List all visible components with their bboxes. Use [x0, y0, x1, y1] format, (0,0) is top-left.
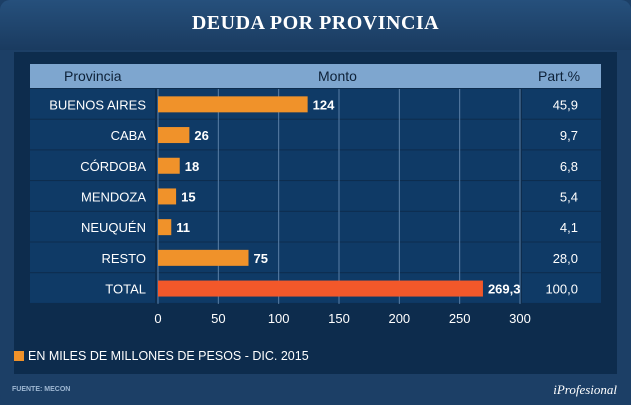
header-band — [0, 0, 631, 50]
part-pct-value: 4,1 — [560, 220, 578, 235]
table-row-bg — [30, 181, 601, 211]
x-tick-label: 150 — [328, 311, 350, 326]
part-pct-value: 6,8 — [560, 159, 578, 174]
table-row-bg — [30, 150, 601, 181]
bar — [158, 96, 308, 113]
category-label: BUENOS AIRES — [49, 97, 146, 112]
header-part: Part.% — [538, 68, 581, 84]
table-row-bg — [30, 119, 601, 150]
category-label: TOTAL — [105, 282, 146, 297]
bar-value-label: 26 — [194, 128, 208, 143]
x-tick-label: 250 — [449, 311, 471, 326]
bar — [158, 219, 172, 236]
part-pct-value: 100,0 — [545, 282, 578, 297]
bar-value-label: 124 — [313, 97, 335, 112]
bar-value-label: 75 — [254, 251, 268, 266]
x-tick-label: 50 — [211, 311, 225, 326]
x-tick-label: 0 — [154, 311, 161, 326]
header-monto: Monto — [318, 68, 357, 84]
bar — [158, 157, 180, 174]
category-label: MENDOZA — [81, 189, 146, 204]
part-pct-value: 9,7 — [560, 128, 578, 143]
source-text: FUENTE: MECON — [12, 386, 71, 393]
x-tick-label: 300 — [509, 311, 531, 326]
table-header — [30, 64, 601, 88]
legend-label: EN MILES DE MILLONES DE PESOS - DIC. 201… — [28, 349, 309, 363]
x-tick-label: 200 — [388, 311, 410, 326]
table-row-bg — [30, 211, 601, 242]
category-label: RESTO — [101, 251, 146, 266]
bar-value-label: 269,3 — [488, 282, 521, 297]
part-pct-value: 45,9 — [553, 97, 578, 112]
category-label: CÓRDOBA — [80, 159, 146, 174]
table-row-bg — [30, 242, 601, 273]
table-row-bg — [30, 89, 601, 119]
part-pct-value: 5,4 — [560, 189, 578, 204]
chart-title: DEUDA POR PROVINCIA — [191, 12, 440, 34]
bar-value-label: 15 — [181, 189, 195, 204]
bar — [158, 249, 249, 266]
bar-value-label: 18 — [185, 159, 199, 174]
category-label: CABA — [111, 128, 147, 143]
brand-logo: iProfesional — [553, 382, 617, 397]
bar — [158, 127, 190, 144]
bar — [158, 188, 177, 205]
bar — [158, 280, 483, 297]
x-tick-label: 100 — [268, 311, 290, 326]
header-provincia: Provincia — [64, 68, 122, 84]
part-pct-value: 28,0 — [553, 251, 578, 266]
legend-swatch — [14, 351, 24, 361]
bar-value-label: 11 — [176, 220, 190, 235]
category-label: NEUQUÉN — [81, 220, 146, 235]
